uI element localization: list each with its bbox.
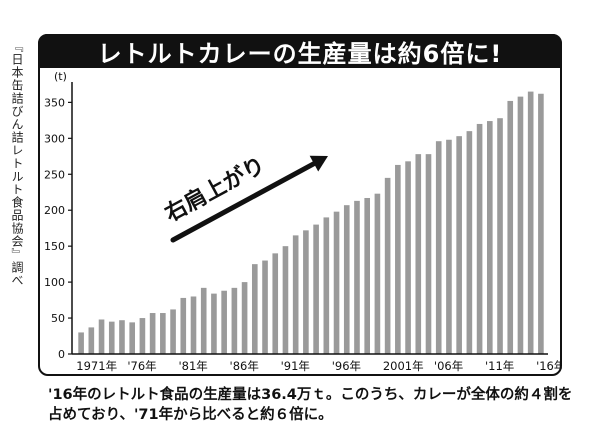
x-tick-label-1991: '91年 — [281, 359, 310, 373]
bar-1993 — [303, 230, 309, 354]
caption-text: '16年のレトルト食品の生産量は36.4万ｔ。このうち、カレーが全体の約４割を占… — [48, 387, 573, 423]
bar-1987 — [241, 282, 248, 354]
bar-1982 — [190, 296, 197, 354]
bar-1991 — [282, 246, 289, 354]
bar-2010 — [476, 123, 483, 354]
bar-1972 — [88, 327, 95, 354]
bar-2009 — [466, 131, 473, 354]
y-tick-label: 200 — [44, 204, 65, 217]
bar-1995 — [323, 217, 330, 354]
x-tick-label-1986: '86年 — [230, 359, 259, 373]
bar-1989 — [262, 260, 268, 354]
x-tick-label-1976: '76年 — [127, 359, 156, 373]
bar-2001 — [384, 177, 391, 354]
y-tick-label: 0 — [58, 348, 65, 361]
bar-2007 — [446, 139, 452, 354]
y-tick-label: 300 — [44, 132, 65, 145]
y-tick-label: 250 — [44, 168, 65, 181]
bar-1986 — [231, 287, 238, 354]
bar-1999 — [364, 197, 371, 354]
bar-1980 — [170, 309, 176, 354]
bar-2004 — [415, 154, 422, 354]
y-axis: 0 50 100 150 200 250 300 350 (t) — [44, 70, 73, 361]
x-tick-label-2006: '06年 — [434, 359, 463, 373]
bar-1978 — [149, 313, 156, 354]
bar-2008 — [456, 136, 462, 354]
y-unit-label: (t) — [54, 70, 67, 83]
chart-title: レトルトカレーの生産量は約6倍に! — [38, 34, 562, 68]
y-tick-label: 350 — [44, 96, 65, 109]
x-axis: 1971年 '76年 '81年 '86年 '91年 '96年 2001年 '06年 '11年 '1… — [72, 353, 562, 373]
y-tick-label: 100 — [44, 276, 65, 289]
bar-2012 — [497, 118, 503, 354]
bar-2014 — [517, 96, 524, 355]
bar-2000 — [374, 193, 381, 354]
bar-2003 — [405, 161, 411, 354]
bar-2002 — [395, 164, 401, 354]
bar-2016 — [538, 93, 544, 355]
bar-chart: 0 50 100 150 200 250 300 350 (t) 1971年 '76年 '81年 '8… — [44, 70, 562, 373]
bar-1977 — [139, 318, 146, 354]
bar-1998 — [354, 200, 360, 354]
bar-1985 — [221, 290, 227, 354]
bar-2013 — [507, 100, 514, 354]
bar-1981 — [180, 297, 187, 354]
x-tick-label-1971: 1971年 — [76, 359, 117, 373]
x-tick-label-1981: '81年 — [178, 359, 207, 373]
bar-1997 — [343, 205, 350, 354]
trend-arrow-shaft — [170, 158, 322, 243]
bar-1975 — [119, 320, 125, 354]
bar-1976 — [129, 322, 136, 354]
bar-2015 — [527, 91, 534, 354]
y-tick-label: 150 — [44, 240, 65, 253]
bar-1983 — [200, 287, 207, 354]
bar-1979 — [160, 313, 166, 354]
bar-1996 — [333, 211, 340, 354]
source-note: 『日本缶詰びん詰レトルト食品協会』調べ — [10, 40, 24, 287]
bar-1973 — [98, 319, 105, 354]
bar-1974 — [108, 321, 115, 354]
y-tick-label: 50 — [51, 312, 65, 325]
x-tick-label-2016: '16年 — [536, 359, 562, 373]
bars — [78, 91, 544, 355]
bar-1990 — [272, 253, 279, 354]
bar-2005 — [425, 154, 432, 354]
bar-2006 — [435, 141, 442, 354]
x-tick-label-2001: 2001年 — [383, 359, 424, 373]
x-tick-label-1996: '96年 — [332, 359, 361, 373]
bar-1971 — [78, 332, 84, 354]
trend-arrow-head — [309, 155, 328, 172]
chart-frame — [38, 34, 562, 376]
x-tick-label-2011: '11年 — [485, 359, 514, 373]
bar-1994 — [313, 224, 319, 354]
trend-annotation: 右肩上がり — [160, 152, 328, 243]
bar-1984 — [211, 293, 217, 354]
bar-1992 — [292, 235, 299, 354]
bar-2011 — [486, 121, 493, 354]
bar-1988 — [251, 264, 258, 354]
